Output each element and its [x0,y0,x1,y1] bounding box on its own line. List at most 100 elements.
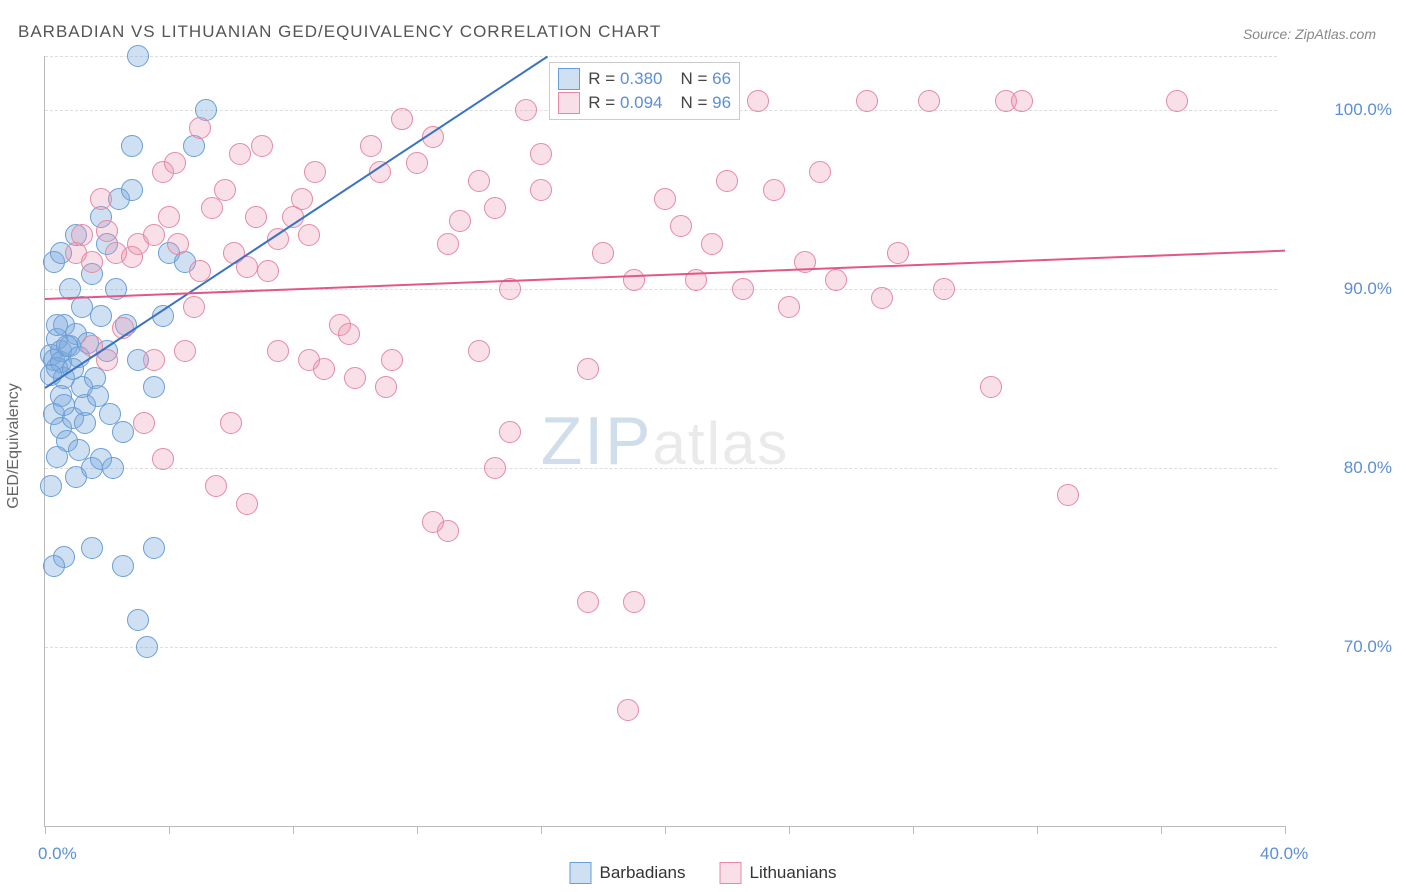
source-label: Source: ZipAtlas.com [1243,26,1376,42]
data-point [143,537,165,559]
data-point [267,340,289,362]
data-point [158,206,180,228]
data-point [530,143,552,165]
data-point [468,340,490,362]
data-point [133,412,155,434]
data-point [391,108,413,130]
data-point [437,233,459,255]
x-tick [541,826,542,834]
data-point [530,179,552,201]
data-point [732,278,754,300]
data-point [40,475,62,497]
data-point [763,179,785,201]
data-point [933,278,955,300]
data-point [90,448,112,470]
legend-swatch-icon [558,92,580,114]
x-tick [417,826,418,834]
data-point [623,591,645,613]
data-point [112,555,134,577]
x-tick-label: 0.0% [38,844,77,864]
data-point [304,161,326,183]
data-point [152,448,174,470]
data-point [375,376,397,398]
data-point [167,233,189,255]
legend-swatch-icon [720,862,742,884]
x-tick [1037,826,1038,834]
x-tick [665,826,666,834]
data-point [127,45,149,67]
data-point [174,340,196,362]
data-point [143,376,165,398]
y-tick-label: 100.0% [1334,100,1392,120]
x-tick [789,826,790,834]
data-point [127,609,149,631]
trend-line [44,56,547,389]
data-point [825,269,847,291]
data-point [81,251,103,273]
chart-title: BARBADIAN VS LITHUANIAN GED/EQUIVALENCY … [18,22,661,42]
data-point [136,636,158,658]
data-point [592,242,614,264]
data-point [81,537,103,559]
data-point [515,99,537,121]
data-point [245,206,267,228]
gridline [45,56,1277,57]
data-point [257,260,279,282]
gridline [45,468,1277,469]
x-tick-label: 40.0% [1260,844,1308,864]
y-axis-title: GED/Equivalency [5,383,23,508]
x-tick [913,826,914,834]
x-tick [1161,826,1162,834]
data-point [887,242,909,264]
x-tick [45,826,46,834]
data-point [220,412,242,434]
data-point [112,421,134,443]
data-point [81,335,103,357]
data-point [46,314,68,336]
data-point [90,188,112,210]
data-point [701,233,723,255]
data-point [980,376,1002,398]
x-tick [169,826,170,834]
data-point [121,135,143,157]
data-point [484,197,506,219]
stats-row: R = 0.094N = 96 [558,91,731,115]
data-point [422,511,444,533]
data-point [468,170,490,192]
data-point [449,210,471,232]
data-point [143,349,165,371]
data-point [74,412,96,434]
data-point [716,170,738,192]
data-point [338,323,360,345]
data-point [251,135,273,157]
data-point [484,457,506,479]
data-point [747,90,769,112]
data-point [577,358,599,380]
data-point [381,349,403,371]
data-point [670,215,692,237]
legend-item-lithuanians: Lithuanians [720,862,837,884]
data-point [918,90,940,112]
data-point [121,179,143,201]
data-point [856,90,878,112]
stats-legend: R = 0.380N = 66R = 0.094N = 96 [549,62,740,120]
data-point [871,287,893,309]
data-point [291,188,313,210]
data-point [1166,90,1188,112]
data-point [298,349,320,371]
data-point [43,555,65,577]
data-point [214,179,236,201]
legend-item-barbadians: Barbadians [570,862,686,884]
data-point [499,421,521,443]
scatter-plot: ZIPatlas [44,56,1285,827]
data-point [183,296,205,318]
data-point [99,403,121,425]
data-point [654,188,676,210]
y-tick-label: 90.0% [1344,279,1392,299]
data-point [71,224,93,246]
gridline [45,289,1277,290]
stats-row: R = 0.380N = 66 [558,67,731,91]
data-point [229,143,251,165]
data-point [46,446,68,468]
data-point [53,394,75,416]
